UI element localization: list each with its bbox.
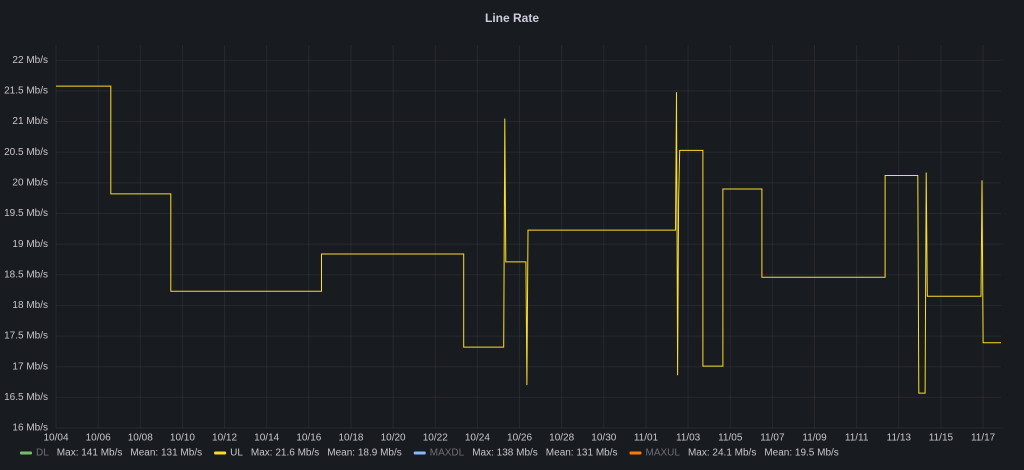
x-tick-label: 11/01: [634, 433, 659, 444]
x-tick-label: 10/26: [507, 433, 532, 444]
legend-name[interactable]: MAXDL: [430, 448, 465, 459]
y-tick-label: 21.5 Mb/s: [4, 86, 48, 97]
x-tick-label: 10/12: [212, 433, 237, 444]
x-tick-label: 11/03: [676, 433, 701, 444]
y-tick-label: 17.5 Mb/s: [4, 331, 48, 342]
legend-mean: Mean: 131 Mb/s: [546, 448, 618, 459]
legend-mean: Mean: 18.9 Mb/s: [327, 448, 401, 459]
legend-name[interactable]: UL: [230, 448, 243, 459]
legend-swatch[interactable]: [214, 451, 227, 455]
legend-mean: Mean: 19.5 Mb/s: [764, 448, 838, 459]
legend-max: Max: 138 Mb/s: [472, 448, 538, 459]
legend-name[interactable]: MAXUL: [646, 448, 681, 459]
y-tick-label: 19.5 Mb/s: [4, 208, 48, 219]
legend-max: Max: 24.1 Mb/s: [688, 448, 756, 459]
y-tick-label: 16 Mb/s: [12, 423, 48, 434]
y-tick-label: 22 Mb/s: [12, 55, 48, 66]
x-tick-label: 10/24: [465, 433, 490, 444]
chart-title: Line Rate: [485, 11, 539, 25]
x-tick-label: 10/14: [254, 433, 279, 444]
x-tick-label: 11/15: [929, 433, 954, 444]
legend-max: Max: 21.6 Mb/s: [251, 448, 319, 459]
y-tick-label: 20 Mb/s: [12, 178, 48, 189]
legend-swatch[interactable]: [20, 451, 32, 455]
x-tick-label: 10/06: [86, 433, 111, 444]
x-tick-label: 10/08: [128, 433, 153, 444]
y-tick-label: 18.5 Mb/s: [4, 269, 48, 280]
x-tick-label: 11/05: [718, 433, 743, 444]
legend-name[interactable]: DL: [36, 448, 49, 459]
x-tick-label: 10/18: [338, 433, 363, 444]
legend-max: Max: 141 Mb/s: [57, 448, 123, 459]
x-tick-label: 11/11: [845, 433, 869, 444]
x-tick-label: 11/13: [887, 433, 912, 444]
x-tick-label: 10/22: [423, 433, 448, 444]
x-tick-label: 10/20: [381, 433, 406, 444]
x-tick-label: 11/17: [971, 433, 996, 444]
legend-swatch[interactable]: [629, 451, 642, 455]
x-tick-label: 10/10: [170, 433, 195, 444]
x-tick-label: 10/30: [591, 433, 616, 444]
x-tick-label: 11/09: [802, 433, 827, 444]
y-tick-label: 20.5 Mb/s: [4, 147, 48, 158]
x-tick-label: 10/04: [43, 433, 68, 444]
y-tick-label: 16.5 Mb/s: [4, 392, 48, 403]
legend-swatch[interactable]: [413, 451, 426, 455]
x-tick-label: 10/16: [296, 433, 321, 444]
y-tick-label: 21 Mb/s: [12, 116, 48, 127]
y-tick-label: 17 Mb/s: [12, 361, 48, 372]
series-line: [56, 85, 1001, 394]
y-tick-label: 18 Mb/s: [12, 300, 48, 311]
legend-mean: Mean: 131 Mb/s: [130, 448, 202, 459]
y-tick-label: 19 Mb/s: [12, 239, 48, 250]
x-tick-label: 11/07: [760, 433, 785, 444]
x-tick-label: 10/28: [549, 433, 574, 444]
